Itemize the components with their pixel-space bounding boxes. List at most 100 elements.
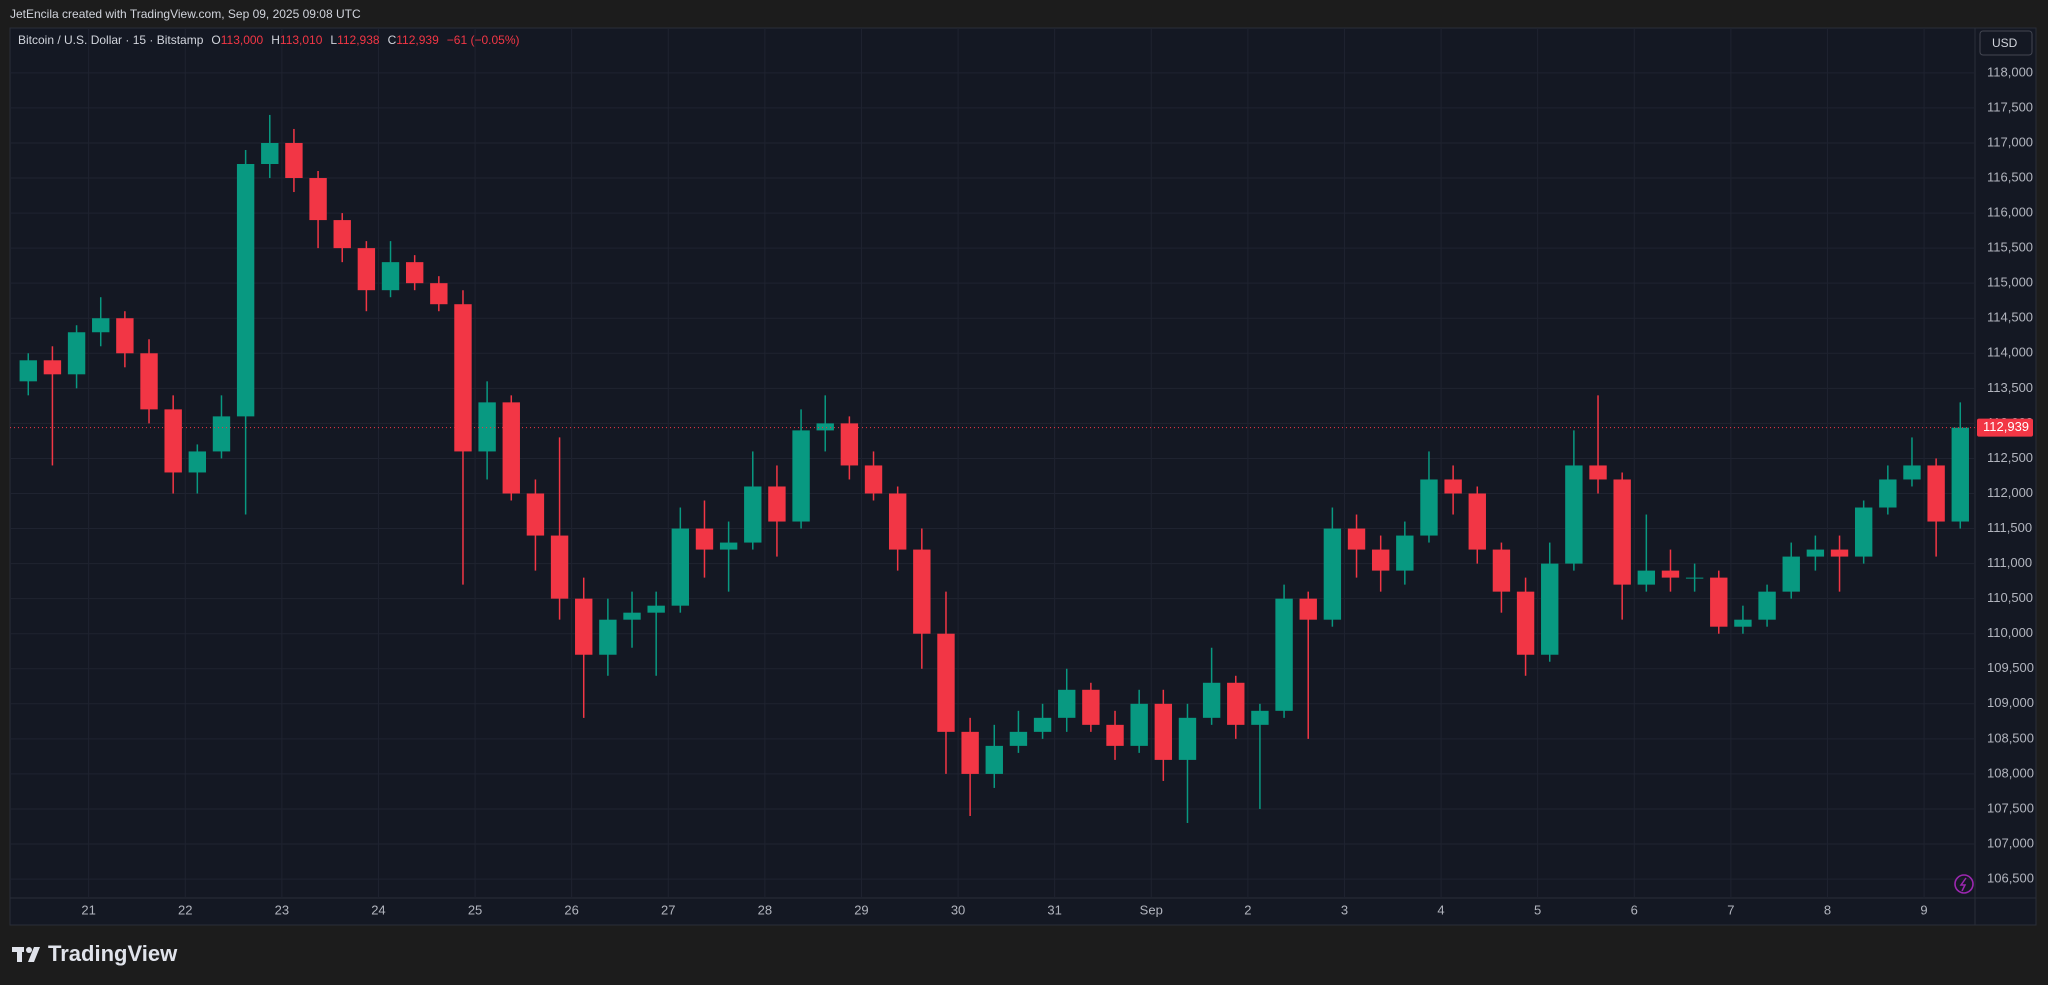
alert-icon[interactable]	[1954, 874, 1974, 894]
y-tick-label: 114,500	[1987, 310, 2033, 325]
x-tick-label: Sep	[1140, 902, 1163, 917]
candle-body	[1251, 710, 1269, 725]
candle-body	[188, 451, 207, 473]
candle-body	[1541, 563, 1559, 655]
candle-body	[623, 612, 641, 620]
candle-body	[1178, 717, 1197, 760]
candle-body	[864, 465, 883, 494]
currency-box[interactable]	[1979, 30, 2033, 56]
candle-body	[671, 528, 690, 606]
symbol-title: Bitcoin / U.S. Dollar · 15 · Bitstamp	[18, 33, 204, 47]
y-tick-label: 116,000	[1987, 205, 2033, 220]
y-tick-label: 107,000	[1987, 835, 2034, 850]
y-tick-label: 110,500	[1987, 590, 2033, 605]
last-price-label: 112,939	[1983, 419, 2029, 434]
y-tick-label: 117,500	[1987, 99, 2033, 114]
candle-body	[1492, 549, 1511, 592]
candle-body	[695, 528, 714, 550]
candle-body	[405, 262, 424, 284]
candle-body	[19, 360, 37, 382]
logo-mark	[12, 947, 40, 962]
candle-body	[1009, 731, 1028, 746]
candle-body	[1323, 528, 1342, 620]
candle-body	[888, 493, 907, 550]
candle-body	[236, 164, 255, 417]
ohlc-value: 113,000	[220, 33, 264, 47]
brand[interactable]: TradingView	[48, 941, 178, 966]
y-tick-label: 109,500	[1987, 660, 2034, 675]
x-tick-label: 26	[564, 902, 578, 917]
candle-body	[357, 248, 376, 291]
x-tick-label: 23	[275, 902, 289, 917]
x-tick-label: 22	[178, 902, 192, 917]
candle-body	[647, 605, 665, 613]
y-tick-label: 116,500	[1987, 169, 2033, 184]
candle-body	[768, 486, 786, 522]
candle-body	[1468, 493, 1486, 550]
candle-body	[478, 402, 496, 452]
x-tick-label: 3	[1341, 902, 1348, 917]
currency[interactable]: USD	[1992, 36, 2018, 50]
candle-body	[1927, 465, 1945, 522]
candle-body	[1202, 682, 1221, 718]
y-tick-label: 111,000	[1987, 555, 2032, 570]
x-tick-label: 4	[1437, 902, 1444, 917]
x-tick-label: 24	[371, 902, 385, 917]
candle-body	[212, 416, 231, 452]
ohlc-key: O	[211, 33, 221, 47]
candle-body	[550, 535, 569, 599]
y-tick-label: 108,500	[1987, 730, 2034, 745]
candle-body	[333, 220, 351, 249]
candle-body	[164, 409, 182, 473]
y-tick-label: 111,500	[1987, 520, 2032, 535]
candle-body	[840, 423, 859, 466]
candle-body	[1227, 682, 1245, 725]
candle-body	[454, 304, 472, 452]
y-tick-label: 112,500	[1987, 450, 2033, 465]
x-tick-label: 6	[1631, 902, 1638, 917]
candle-body	[1951, 427, 1969, 522]
candle-body	[1879, 479, 1897, 508]
candle-body	[1516, 591, 1535, 655]
y-tick-label: 112,000	[1987, 485, 2033, 500]
candle-body	[1058, 689, 1076, 718]
candle-body	[937, 633, 955, 732]
candle-body	[1420, 479, 1438, 536]
candle-body	[1082, 689, 1100, 725]
candle-body	[43, 360, 62, 375]
candle-body	[1734, 619, 1752, 627]
candle-body	[502, 402, 520, 494]
candle-body	[1565, 465, 1583, 564]
ohlc-key: C	[387, 33, 397, 47]
candle-body	[526, 493, 545, 536]
candle-body	[816, 423, 834, 431]
candle-body	[92, 318, 110, 333]
x-tick-label: 29	[854, 902, 868, 917]
x-tick-label: 27	[661, 902, 675, 917]
candle-body	[1806, 549, 1825, 557]
y-tick-label: 117,000	[1987, 134, 2033, 149]
candle-body	[1661, 570, 1680, 578]
candle-body	[1396, 535, 1414, 571]
candle-body	[1347, 528, 1366, 550]
candle-body	[1130, 703, 1148, 746]
y-tick-label: 114,000	[1987, 345, 2033, 360]
grid	[10, 28, 1975, 898]
change: −61 (−0.05%)	[446, 33, 520, 47]
candle-body	[744, 486, 762, 543]
x-tick-label: 7	[1727, 902, 1734, 917]
x-tick-label: 25	[468, 902, 482, 917]
x-tick-label: 28	[758, 902, 772, 917]
x-tick-label: 30	[951, 902, 965, 917]
candle-body	[1685, 577, 1704, 579]
y-tick-label: 113,500	[1987, 380, 2033, 395]
x-tick-label: 21	[81, 902, 95, 917]
candle-body	[1758, 591, 1776, 620]
candle-body	[1154, 703, 1173, 760]
candle-body	[1637, 570, 1656, 585]
candle-body	[116, 318, 134, 354]
y-tick-label: 106,500	[1987, 871, 2034, 886]
candle-body	[1830, 549, 1849, 557]
